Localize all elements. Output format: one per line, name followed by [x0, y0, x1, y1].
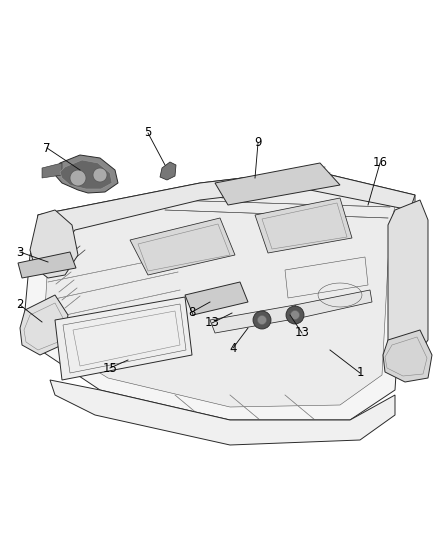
Circle shape	[258, 316, 266, 325]
Text: 3: 3	[16, 246, 24, 259]
Polygon shape	[160, 162, 176, 180]
Polygon shape	[255, 198, 352, 253]
Text: 13: 13	[295, 327, 309, 340]
Circle shape	[286, 306, 304, 324]
Polygon shape	[215, 163, 340, 205]
Circle shape	[290, 311, 300, 319]
Polygon shape	[55, 155, 118, 193]
Polygon shape	[295, 290, 372, 318]
Polygon shape	[55, 297, 192, 380]
Text: 13: 13	[205, 317, 219, 329]
Polygon shape	[185, 282, 248, 315]
Polygon shape	[388, 200, 428, 360]
Text: 16: 16	[372, 157, 388, 169]
Text: 9: 9	[254, 136, 262, 149]
Polygon shape	[60, 160, 112, 189]
Polygon shape	[383, 330, 432, 382]
Text: 8: 8	[188, 305, 196, 319]
Text: 2: 2	[16, 298, 24, 311]
Polygon shape	[20, 295, 68, 355]
Polygon shape	[42, 163, 62, 178]
Polygon shape	[50, 380, 395, 445]
Polygon shape	[38, 170, 415, 255]
Text: 15: 15	[102, 361, 117, 375]
Polygon shape	[18, 252, 76, 278]
Circle shape	[253, 311, 271, 329]
Polygon shape	[210, 305, 300, 333]
Text: 4: 4	[229, 342, 237, 354]
Text: 5: 5	[144, 126, 152, 140]
Text: 1: 1	[356, 367, 364, 379]
Circle shape	[70, 170, 86, 186]
Polygon shape	[25, 170, 415, 420]
Text: 7: 7	[43, 141, 51, 155]
Polygon shape	[45, 185, 395, 407]
Polygon shape	[30, 210, 78, 278]
Circle shape	[93, 168, 107, 182]
Polygon shape	[130, 218, 235, 275]
